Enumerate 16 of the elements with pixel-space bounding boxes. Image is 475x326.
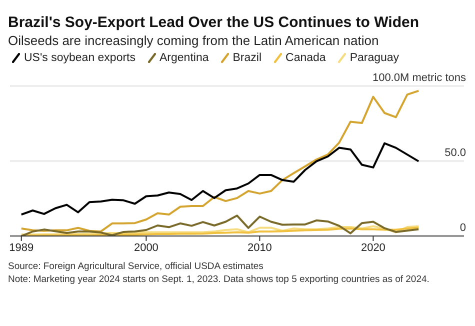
y-tick-label: 0: [460, 222, 466, 234]
text: Note: Marketing year 2024 starts on Sept. 1, 2023. Data shows top 5 exporting countries as of 2024.: [8, 273, 430, 286]
y-tick-label: 50.0: [444, 147, 466, 159]
legend-label: Paraguay: [348, 52, 400, 64]
y-tick-label: 100.0M metric tons: [372, 72, 466, 84]
chart-subtitle: Oilseeds are increasingly coming from the Latin American nation: [8, 33, 380, 48]
x-tick-label: 2000: [134, 242, 158, 254]
legend-label: Argentina: [158, 52, 209, 64]
legend-label: US's soybean exports: [23, 52, 136, 64]
x-tick-label: 2020: [360, 242, 386, 254]
legend-label: Brazil: [232, 52, 262, 64]
x-tick-label: 1989: [9, 242, 34, 254]
source-note: Source: Foreign Agricultural Service, official USDA estimates: [8, 260, 264, 273]
x-tick-label: 2010: [247, 242, 272, 254]
legend-label: Canada: [284, 52, 326, 64]
chart-title: Brazil's Soy-Export Lead Over the US Continues to Widen: [8, 14, 420, 31]
